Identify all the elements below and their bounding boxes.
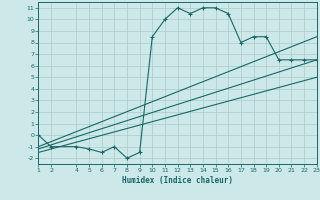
X-axis label: Humidex (Indice chaleur): Humidex (Indice chaleur) [122, 176, 233, 185]
